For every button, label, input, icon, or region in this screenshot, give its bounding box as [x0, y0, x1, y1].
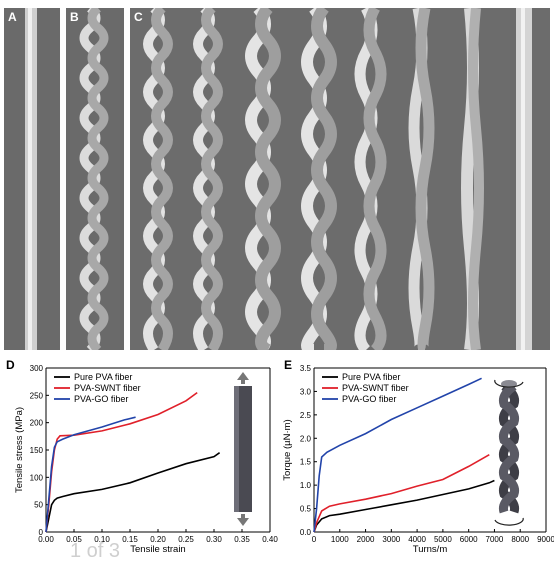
fiber-c7: [461, 8, 484, 350]
y-tick-label: 0.5: [300, 505, 312, 514]
y-tick-label: 200: [30, 419, 44, 428]
y-tick-label: 0: [39, 528, 44, 537]
panel-label-c: C: [134, 10, 143, 24]
fiber-c8: [516, 8, 532, 350]
legend-label: Pure PVA fiber: [74, 372, 132, 382]
y-axis-label: Tensile stress (MPa): [14, 407, 25, 493]
series-line-0: [45, 452, 221, 533]
x-tick-label: 5000: [434, 535, 452, 544]
arrow-down-icon: [237, 514, 249, 526]
panel-label-d: D: [6, 358, 15, 372]
x-tick-label: 0.20: [150, 535, 166, 544]
fiber-c1: [143, 8, 173, 350]
y-tick-label: 150: [30, 446, 44, 455]
y-tick-label: 100: [30, 473, 44, 482]
series-line-1: [313, 454, 490, 533]
fiber-image-b: [66, 8, 124, 350]
fiber-c2: [193, 8, 223, 350]
fiber-highlight: [234, 386, 239, 512]
x-tick-label: 0.10: [94, 535, 110, 544]
x-tick-label: 0.05: [66, 535, 82, 544]
fiber-image-c: [130, 8, 550, 350]
fiber-c3: [245, 8, 281, 350]
y-tick-label: 300: [30, 364, 44, 373]
legend-label: PVA-SWNT fiber: [342, 383, 409, 393]
legend-label: PVA-GO fiber: [342, 394, 396, 404]
series-line-0: [313, 479, 495, 533]
twisted-fiber-illustration: [494, 379, 524, 526]
x-tick-label: 0.00: [38, 535, 54, 544]
y-tick-label: 3.5: [300, 364, 312, 373]
watermark-text: 1 of 3: [70, 540, 121, 562]
series-line-1: [45, 391, 198, 533]
torque-turns-chart: 0 1000 2000 3000 4000 5000 6000 7000 8000 9000 0.0…: [282, 364, 554, 555]
y-tick-label: 250: [30, 391, 44, 400]
x-tick-label: 1000: [331, 535, 349, 544]
rotation-arrow-icon: [494, 517, 524, 526]
x-axis-label: Turns/m: [413, 544, 448, 555]
sem-panel-c: C: [130, 8, 550, 350]
fiber-c4: [301, 8, 337, 350]
x-tick-label: 0.40: [262, 535, 278, 544]
x-tick-label: 3000: [382, 535, 400, 544]
panel-label-a: A: [8, 10, 17, 24]
x-tick-label: 9000: [537, 535, 554, 544]
fiber-strand: [499, 382, 519, 514]
stress-strain-chart: 0.00 0.05 0.10 0.15 0.20 0.25 0.30 0.35 0.40 0 50 1…: [14, 364, 278, 555]
x-axis-label: Tensile strain: [130, 544, 185, 555]
y-tick-label: 1.0: [300, 481, 312, 490]
panel-label-b: B: [70, 10, 79, 24]
x-tick-label: 2000: [357, 535, 375, 544]
legend-label: PVA-GO fiber: [74, 394, 128, 404]
x-tick-label: 0.30: [206, 535, 222, 544]
y-tick-label: 50: [34, 501, 43, 510]
sem-panel-b: B: [66, 8, 124, 350]
panel-label-e: E: [284, 358, 293, 372]
fiber-c6: [408, 8, 435, 350]
x-tick-label: 7000: [486, 535, 504, 544]
x-tick-label: 6000: [460, 535, 478, 544]
y-tick-label: 0.0: [300, 528, 312, 537]
fiber-cap: [501, 380, 517, 388]
x-tick-label: 8000: [511, 535, 529, 544]
x-tick-label: 0.25: [178, 535, 194, 544]
rotation-arrow-icon: [494, 379, 524, 388]
fiber-c5: [354, 8, 387, 350]
y-tick-label: 1.5: [300, 458, 312, 467]
x-tick-label: 4000: [408, 535, 426, 544]
series-line-2: [45, 416, 136, 533]
fiber-image-a: [4, 8, 60, 350]
legend-label: Pure PVA fiber: [342, 372, 400, 382]
y-tick-label: 2.0: [300, 434, 312, 443]
sem-panel-a: A: [4, 8, 60, 350]
straight-fiber-illustration: [234, 372, 252, 526]
arrow-up-icon: [237, 372, 249, 384]
y-axis-label: Torque (µN·m): [282, 419, 293, 480]
x-tick-label: 0.15: [122, 535, 138, 544]
y-tick-label: 2.5: [300, 411, 312, 420]
y-tick-label: 3.0: [300, 387, 312, 396]
x-tick-label: 0: [312, 535, 317, 544]
legend-label: PVA-SWNT fiber: [74, 383, 141, 393]
series-line-2: [313, 377, 482, 533]
x-tick-label: 0.35: [234, 535, 250, 544]
